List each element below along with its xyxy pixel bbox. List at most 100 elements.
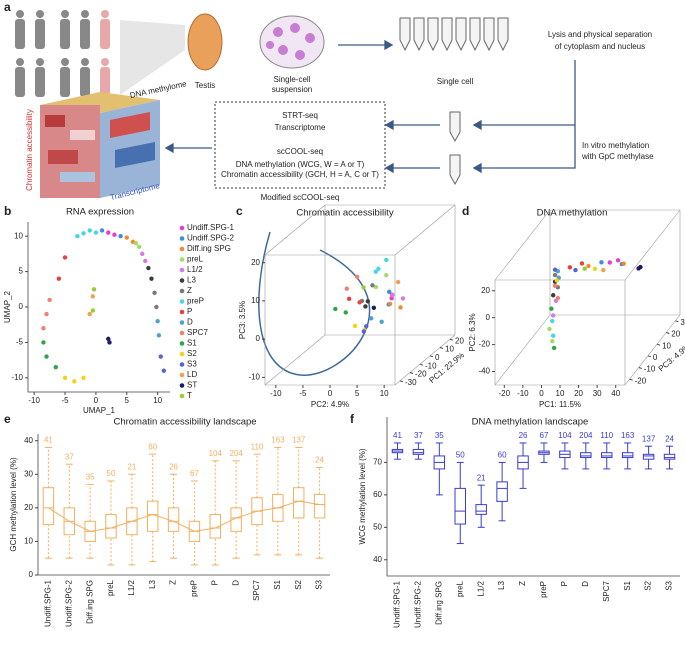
y-tick-label: 10	[24, 537, 33, 546]
point	[376, 266, 381, 272]
point	[390, 292, 395, 298]
x-tick-label: Undiff.SPG-2	[64, 579, 73, 627]
point	[361, 329, 367, 334]
y-tick-label: -10	[248, 372, 260, 381]
y-tick-label: 10	[14, 231, 23, 240]
point	[156, 333, 162, 338]
point	[344, 286, 349, 291]
point	[93, 230, 99, 235]
y-tick-label: 0	[29, 570, 34, 579]
label: Transcriptome	[275, 123, 326, 132]
n-label: 137	[292, 436, 306, 445]
point	[371, 305, 377, 310]
point	[56, 276, 62, 281]
y-tick-label: -20	[478, 340, 490, 349]
n-label: 41	[393, 431, 402, 440]
point	[554, 278, 560, 283]
legend-label: T	[187, 391, 192, 400]
label: Chromatin accessibility	[25, 109, 34, 191]
x-tick-label: -10	[270, 389, 282, 398]
n-label: 35	[86, 472, 95, 481]
x-tick-label: 10	[380, 389, 389, 398]
x-tick-label: 20	[574, 389, 583, 398]
legend-label: S3	[187, 360, 197, 369]
n-label: 35	[435, 431, 444, 440]
box-edge	[494, 209, 551, 281]
x-tick-label: S2	[644, 580, 653, 590]
trajectory	[258, 231, 371, 376]
z-tick	[439, 347, 444, 349]
label: scCOOL-seq	[277, 147, 323, 156]
x-tick-label: D	[231, 580, 240, 586]
z-tick-label: 20	[455, 336, 464, 345]
y-tick-label: 0	[19, 302, 24, 311]
label: Chromatin accessibility (GCH, H = A, C o…	[221, 170, 379, 179]
point	[333, 306, 338, 312]
x-tick-label: S1	[273, 579, 282, 589]
panel-label: b	[4, 204, 11, 218]
panel-label: f	[350, 412, 355, 426]
z-tick	[629, 378, 633, 381]
legend-label: P	[187, 307, 192, 316]
box-edge	[264, 334, 326, 386]
box-edge	[624, 209, 681, 281]
n-label: 137	[642, 434, 656, 443]
box-edge	[624, 314, 681, 386]
y-tick-label: 0	[256, 334, 261, 343]
y-tick-label: 30	[24, 469, 33, 478]
z-tick	[449, 338, 454, 341]
chart-title: Chromatin accessibility	[296, 208, 393, 219]
y-tick-label: 0	[486, 313, 491, 322]
point	[91, 287, 97, 292]
box	[209, 514, 221, 539]
point	[370, 283, 375, 288]
n-label: 21	[127, 462, 136, 471]
n-label: 37	[414, 431, 423, 440]
box	[412, 448, 425, 455]
panel-a-graphics	[15, 10, 576, 376]
x-tick-label: 0	[539, 389, 544, 398]
point	[547, 326, 552, 332]
z-tick-label: 0	[653, 353, 658, 362]
point	[395, 279, 401, 285]
legend-swatch	[179, 351, 185, 357]
point	[158, 354, 163, 359]
point	[573, 267, 578, 273]
y-tick-label: 20	[481, 286, 490, 295]
x-tick-label: S1	[623, 580, 632, 590]
point	[369, 316, 374, 321]
z-tick-label: -20	[415, 370, 427, 379]
x-tick-label: L3	[497, 580, 506, 589]
point	[582, 266, 587, 271]
n-label: 104	[558, 431, 572, 440]
point	[87, 228, 92, 233]
y-tick-label: 70	[373, 458, 382, 467]
z-tick	[647, 355, 652, 358]
n-label: 67	[540, 431, 549, 440]
x-axis-label: PC2: 4.9%	[311, 400, 349, 409]
legend-swatch	[179, 393, 185, 399]
y-axis-label: PC3: 3.5%	[238, 301, 247, 339]
n-label: 110	[600, 431, 613, 440]
legend-swatch	[179, 383, 185, 388]
label: STRT-seq	[282, 111, 318, 120]
y-axis-label: PC2: 6.3%	[468, 313, 477, 351]
x-tick-label: preL	[106, 579, 115, 596]
x-tick-label: P	[210, 580, 219, 585]
point	[90, 308, 96, 313]
point	[154, 304, 159, 310]
n-label: 163	[271, 436, 285, 445]
x-tick-label: Z	[169, 580, 178, 585]
point	[550, 339, 555, 344]
legend-label: Undiff.SPG-1	[187, 223, 235, 232]
point	[357, 300, 362, 305]
point	[106, 336, 111, 342]
y-tick-label: 50	[373, 522, 382, 531]
n-label: 24	[665, 434, 674, 443]
point	[140, 251, 145, 257]
box	[580, 452, 592, 459]
legend-swatch	[179, 288, 185, 294]
point	[599, 260, 604, 265]
z-tick-label: 10	[445, 345, 454, 354]
